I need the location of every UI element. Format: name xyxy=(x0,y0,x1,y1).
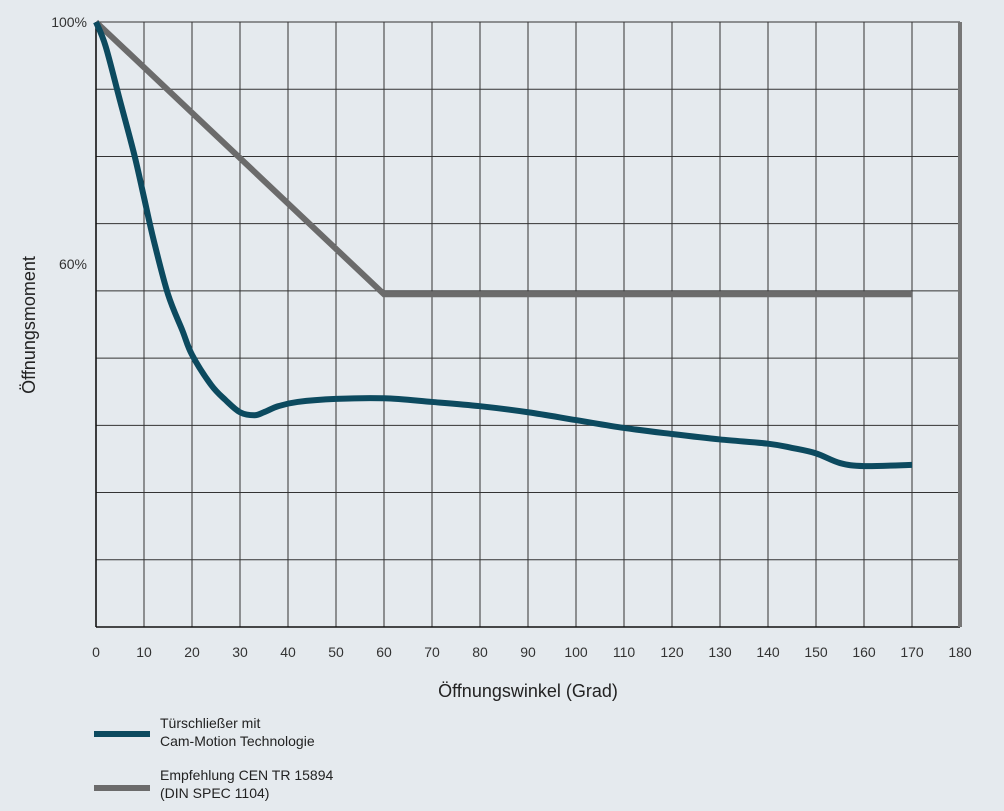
x-tick-labels: 0 10 20 30 40 50 60 70 80 90 100 110 120 130 140 150 160… xyxy=(92,644,972,660)
x-tick-label: 50 xyxy=(328,644,344,660)
x-tick-label: 20 xyxy=(184,644,200,660)
series-line-cam-motion xyxy=(93,20,913,470)
legend-label-cen-line1: Empfehlung CEN TR 15894 xyxy=(160,767,334,783)
x-tick-label: 130 xyxy=(708,644,732,660)
x-tick-label: 140 xyxy=(756,644,780,660)
x-axis-title: Öffnungswinkel (Grad) xyxy=(438,681,618,701)
x-tick-label: 70 xyxy=(424,644,440,660)
legend-label-cam-motion-line1: Türschließer mit xyxy=(160,715,261,731)
y-tick-label: 60% xyxy=(59,256,87,272)
x-tick-label: 180 xyxy=(948,644,972,660)
series-lines xyxy=(93,19,913,470)
axes xyxy=(95,22,962,628)
x-tick-label: 80 xyxy=(472,644,488,660)
x-tick-label: 110 xyxy=(613,644,636,660)
legend-label-cam-motion: Türschließer mit Cam-Motion Technologie xyxy=(160,714,315,750)
x-tick-label: 170 xyxy=(900,644,924,660)
series-line-cen-recommendation xyxy=(93,19,912,298)
legend-swatch-cen-recommendation xyxy=(94,785,150,791)
x-tick-label: 120 xyxy=(660,644,684,660)
legend-label-cam-motion-line2: Cam-Motion Technologie xyxy=(160,733,315,749)
x-tick-label: 150 xyxy=(804,644,828,660)
x-tick-label: 0 xyxy=(92,644,100,660)
x-tick-label: 60 xyxy=(376,644,392,660)
legend-swatch-cam-motion xyxy=(94,731,150,737)
grid xyxy=(95,21,961,628)
x-tick-label: 30 xyxy=(232,644,248,660)
y-tick-labels: 100% 60% xyxy=(51,14,87,272)
x-tick-label: 10 xyxy=(136,644,152,660)
legend-label-cen-recommendation: Empfehlung CEN TR 15894 (DIN SPEC 1104) xyxy=(160,766,333,802)
y-axis-title: Öffnungsmoment xyxy=(19,256,39,394)
legend-label-cen-line2: (DIN SPEC 1104) xyxy=(160,785,270,801)
x-tick-label: 160 xyxy=(852,644,876,660)
y-tick-label: 100% xyxy=(51,14,87,30)
x-tick-label: 40 xyxy=(280,644,296,660)
x-tick-label: 100 xyxy=(564,644,588,660)
x-tick-label: 90 xyxy=(520,644,536,660)
